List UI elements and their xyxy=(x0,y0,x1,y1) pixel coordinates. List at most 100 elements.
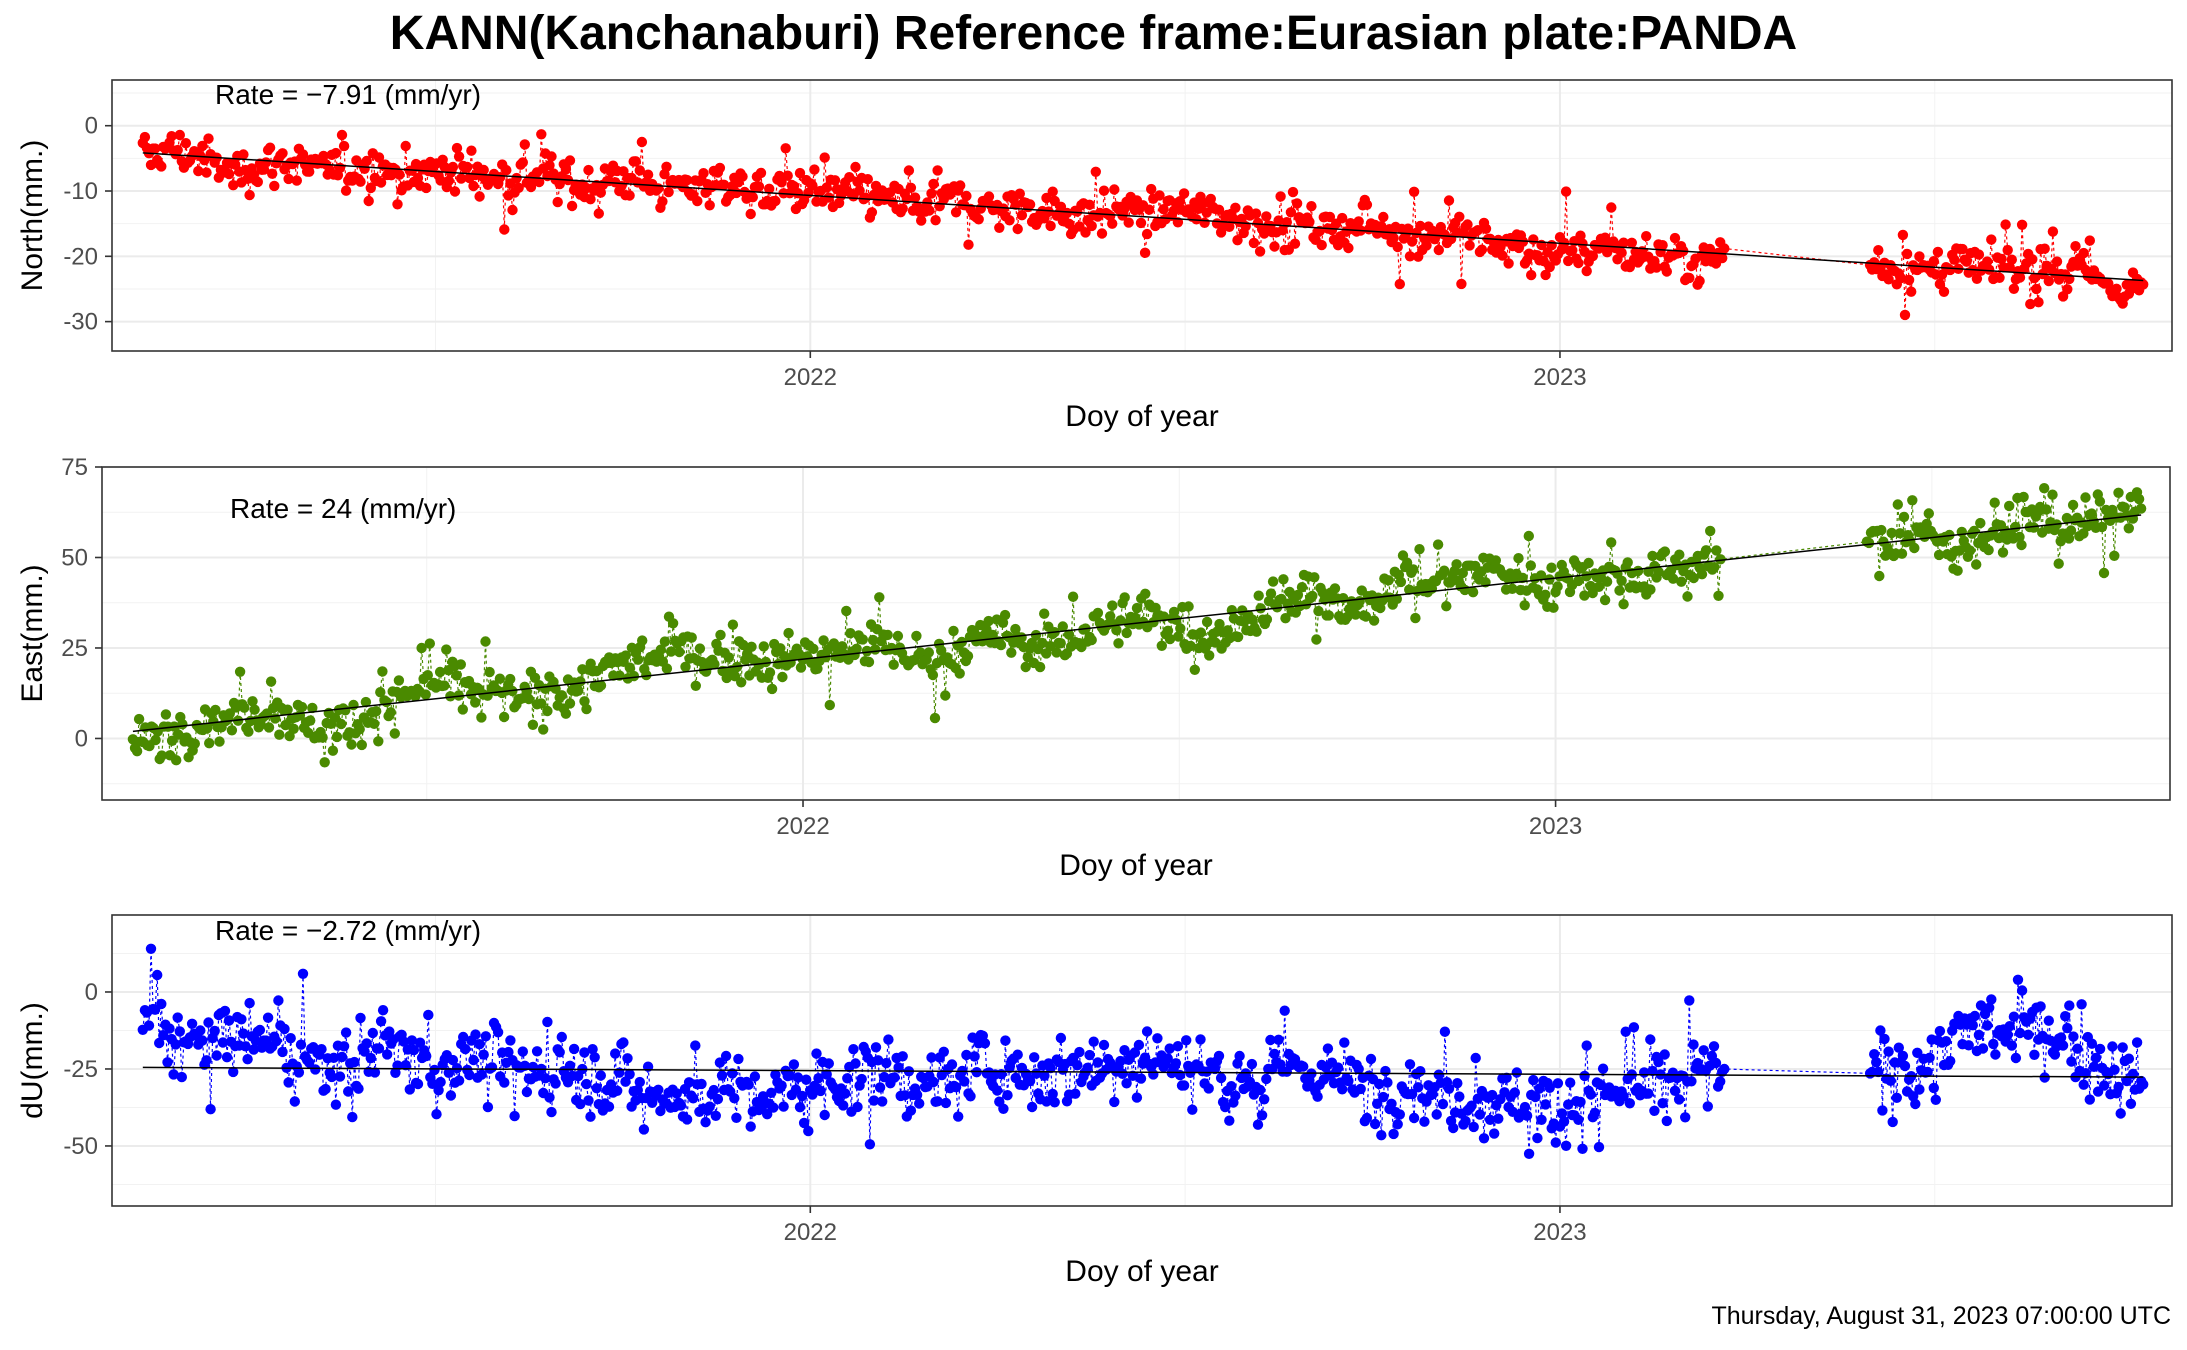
data-point xyxy=(295,1039,307,1050)
data-point xyxy=(1004,215,1015,226)
data-point xyxy=(2016,985,2028,996)
data-point xyxy=(244,997,255,1009)
data-point xyxy=(1246,1058,1258,1070)
data-point xyxy=(1702,1101,1714,1112)
data-point xyxy=(1360,611,1372,622)
data-point xyxy=(864,1139,876,1150)
data-point xyxy=(468,1054,479,1066)
data-point xyxy=(1540,589,1551,600)
data-point xyxy=(1544,261,1555,273)
data-point xyxy=(2008,283,2020,294)
data-point xyxy=(2014,272,2026,283)
data-point xyxy=(1374,1078,1385,1090)
data-point xyxy=(205,1104,216,1115)
data-point xyxy=(1907,495,1918,506)
data-point xyxy=(1055,1032,1067,1044)
data-point xyxy=(1024,199,1036,210)
data-point xyxy=(1940,1036,1952,1047)
data-point xyxy=(1355,1083,1366,1095)
data-point xyxy=(872,1055,884,1066)
data-point xyxy=(926,188,937,199)
data-point xyxy=(618,1037,629,1048)
data-point xyxy=(819,152,830,163)
data-point xyxy=(1869,1049,1880,1060)
data-point xyxy=(1055,638,1066,649)
data-point xyxy=(1546,240,1557,251)
data-point xyxy=(1074,1046,1085,1058)
data-point xyxy=(219,1005,231,1017)
data-point xyxy=(1109,184,1120,195)
data-point xyxy=(1113,638,1124,649)
data-point xyxy=(899,1090,910,1101)
data-point xyxy=(176,1071,187,1083)
data-point xyxy=(1530,1091,1541,1103)
data-point xyxy=(1661,1115,1673,1127)
data-point xyxy=(536,129,547,140)
data-point xyxy=(377,1005,389,1016)
data-point xyxy=(285,1033,296,1044)
data-point xyxy=(998,1103,1009,1115)
data-point xyxy=(1051,647,1062,658)
data-point xyxy=(764,667,776,678)
data-point xyxy=(1990,1049,2001,1060)
data-point xyxy=(1413,1082,1424,1093)
data-point xyxy=(1620,1026,1631,1037)
data-point xyxy=(503,1046,514,1058)
data-point xyxy=(1602,247,1613,258)
data-point xyxy=(959,1076,970,1087)
data-point xyxy=(1892,499,1904,510)
data-point xyxy=(1903,274,1915,286)
data-point xyxy=(2076,999,2087,1010)
data-point xyxy=(331,731,343,743)
data-point xyxy=(280,719,291,731)
data-point xyxy=(1298,1061,1309,1072)
data-point xyxy=(369,718,380,729)
data-point xyxy=(2107,504,2118,516)
data-point xyxy=(2004,500,2015,512)
data-point xyxy=(1877,1105,1888,1116)
data-point xyxy=(1548,602,1559,613)
data-point xyxy=(1957,243,1968,255)
data-point xyxy=(1343,1075,1354,1087)
data-point xyxy=(377,666,388,677)
data-point xyxy=(1932,246,1944,258)
panel-north: 0 -10 -20 -30 2022 2023 Doy of year North(mm.) R… xyxy=(16,79,2173,433)
data-point xyxy=(305,715,316,726)
data-point xyxy=(1443,195,1455,206)
data-point xyxy=(517,157,528,168)
data-point xyxy=(681,174,693,186)
data-point xyxy=(838,1100,849,1111)
data-point xyxy=(431,1109,442,1120)
data-point xyxy=(1628,1022,1640,1033)
data-point xyxy=(1189,664,1201,675)
series-points-up xyxy=(137,943,2149,1160)
data-point xyxy=(892,630,904,642)
data-point xyxy=(593,208,604,219)
data-point xyxy=(698,168,709,179)
data-point xyxy=(1893,1042,1905,1053)
data-point xyxy=(709,659,720,670)
data-point xyxy=(1098,185,1110,196)
data-point xyxy=(870,1042,882,1053)
data-point xyxy=(1307,590,1318,602)
data-point xyxy=(1468,1121,1479,1133)
data-point xyxy=(916,215,927,226)
data-point xyxy=(1230,1090,1241,1101)
data-point xyxy=(527,719,539,730)
data-point xyxy=(770,195,781,207)
data-point xyxy=(2004,1020,2015,1032)
data-point xyxy=(1581,265,1592,277)
data-point xyxy=(2012,974,2024,985)
data-point xyxy=(1311,634,1322,645)
data-point xyxy=(1709,562,1720,573)
data-point xyxy=(1984,264,1995,275)
x-tick-label: 2023 xyxy=(1533,364,1586,391)
data-point xyxy=(1139,247,1151,258)
data-point xyxy=(316,1044,327,1055)
data-point xyxy=(482,1101,494,1113)
data-point xyxy=(492,1027,504,1038)
data-point xyxy=(1899,1060,1911,1072)
data-point xyxy=(2109,1064,2120,1076)
data-point xyxy=(850,1058,861,1069)
data-point xyxy=(1601,576,1613,587)
